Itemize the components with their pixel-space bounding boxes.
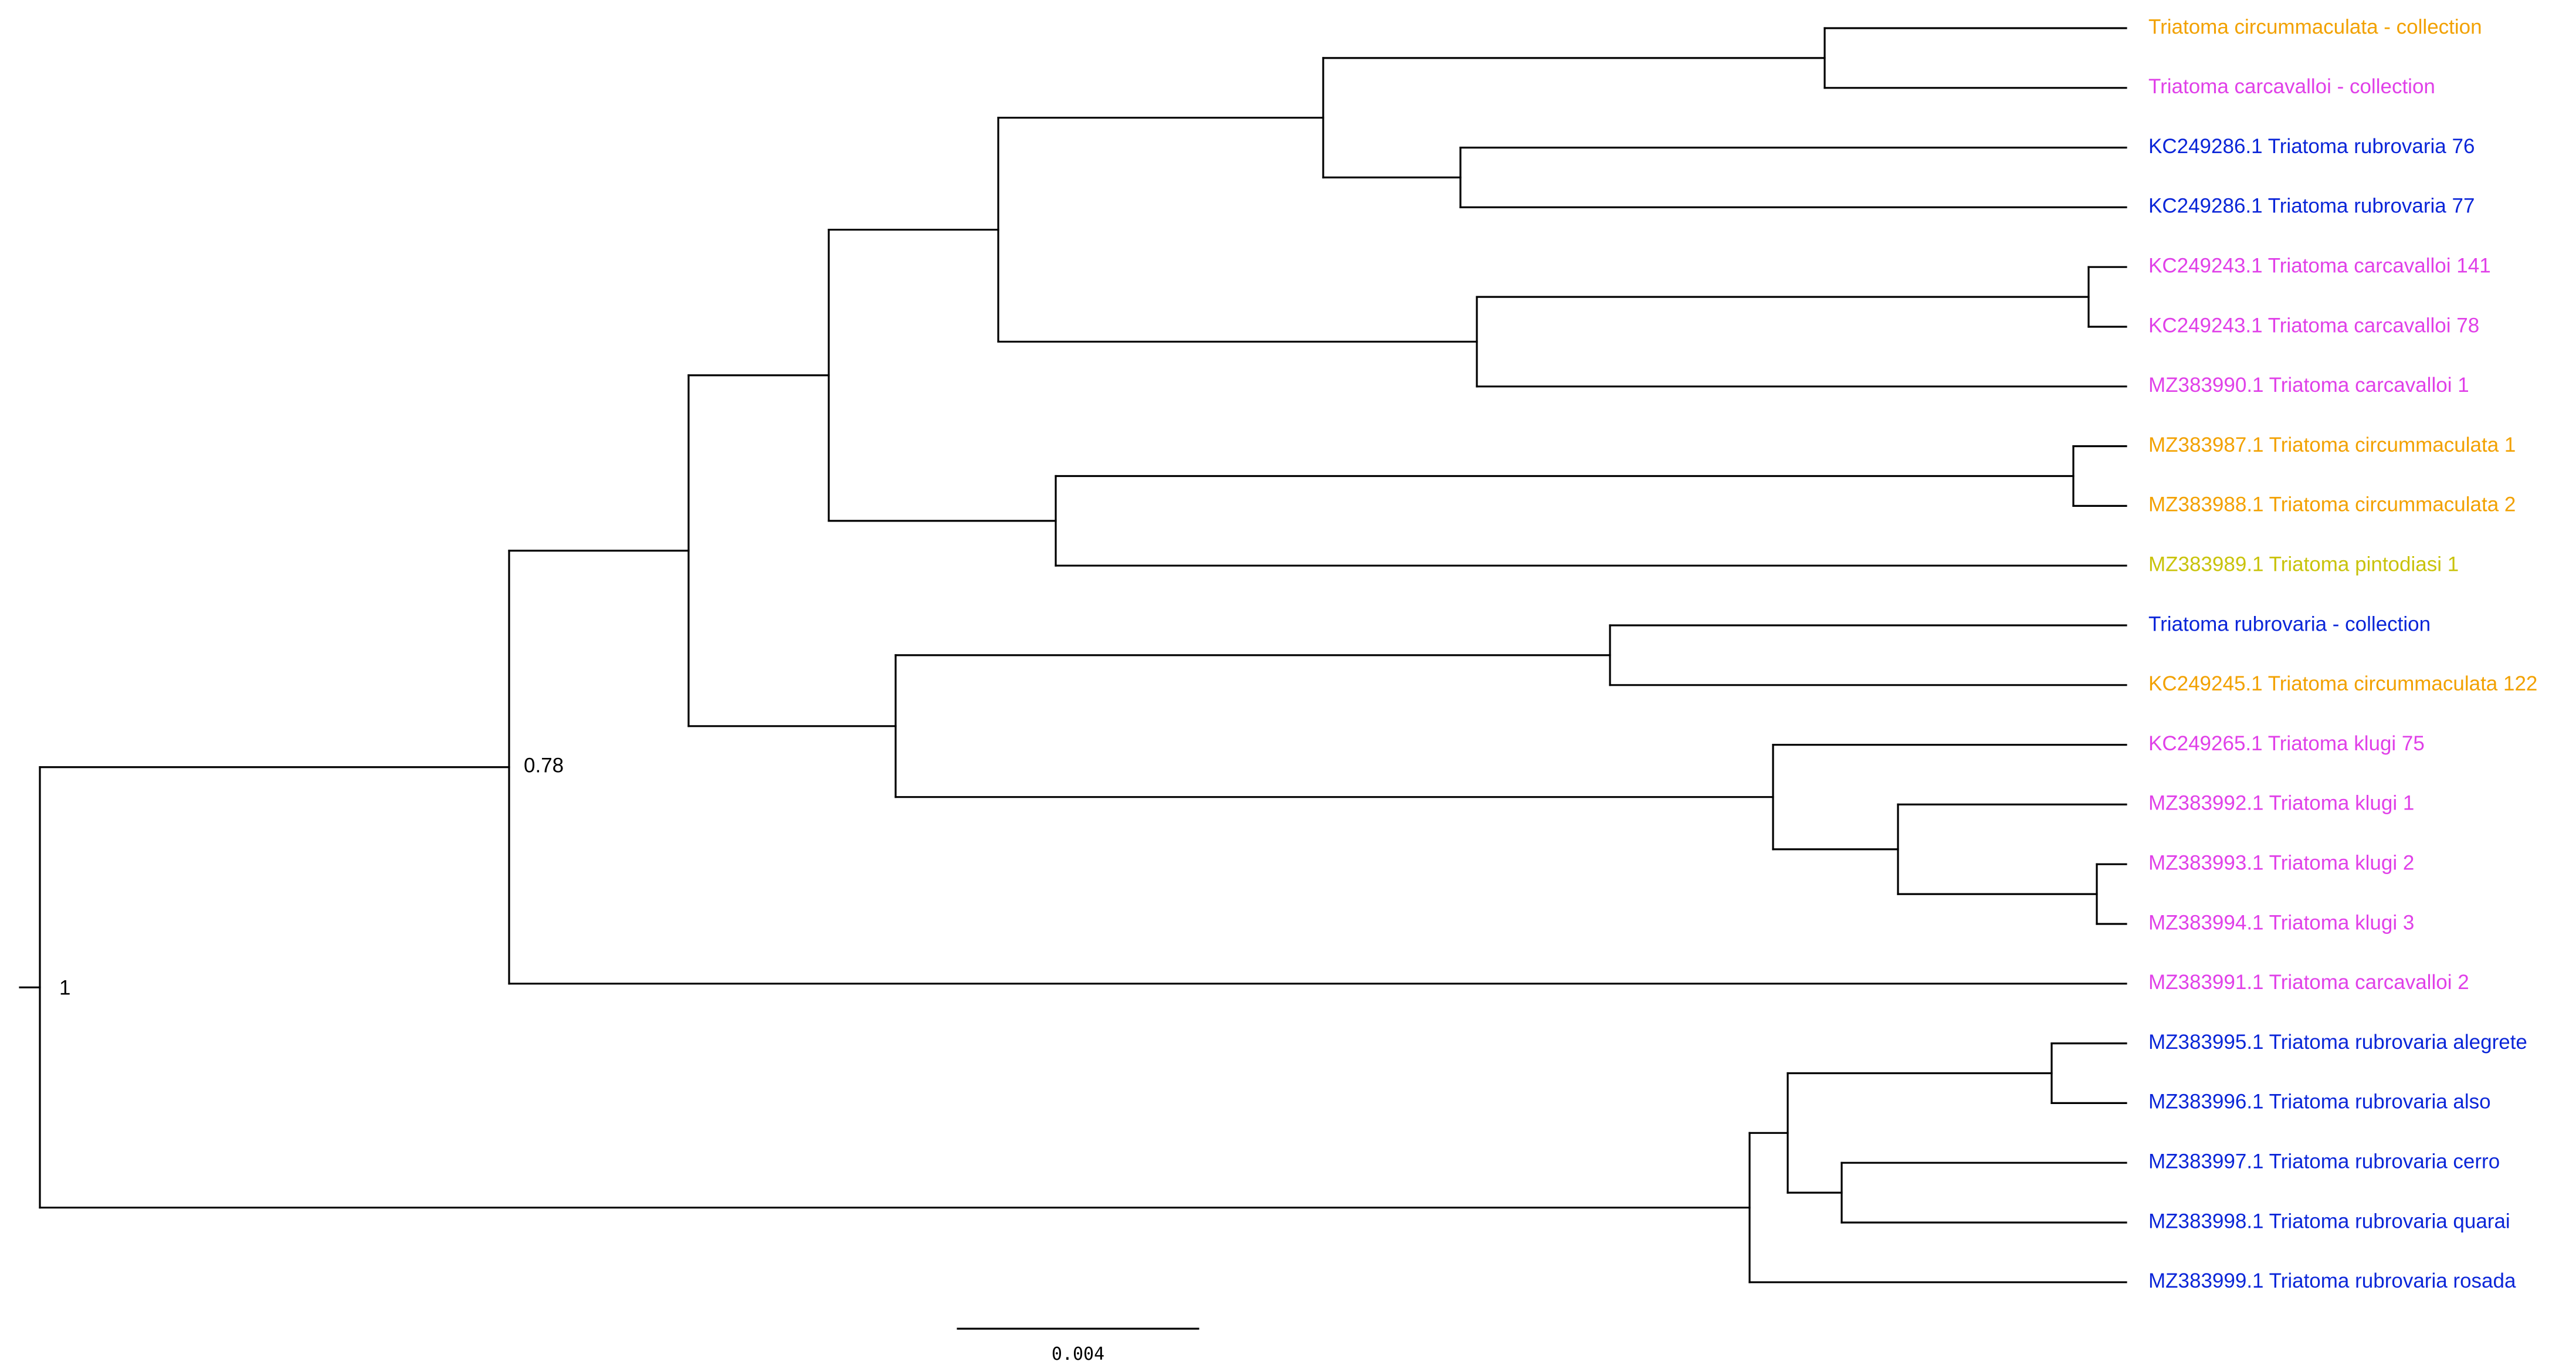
leaf-label: MZ383990.1 Triatoma carcavalloi 1 bbox=[2148, 374, 2469, 397]
leaf-label: MZ383999.1 Triatoma rubrovaria rosada bbox=[2148, 1269, 2516, 1292]
root-support-value: 1 bbox=[59, 976, 70, 999]
leaf-label: MZ383987.1 Triatoma circummaculata 1 bbox=[2148, 434, 2516, 456]
leaf-label: Triatoma carcavalloi - collection bbox=[2148, 75, 2435, 98]
leaf-label: MZ383988.1 Triatoma circummaculata 2 bbox=[2148, 493, 2516, 516]
leaf-label: Triatoma rubrovaria - collection bbox=[2148, 612, 2431, 635]
tree-branches bbox=[19, 27, 2127, 1284]
leaf-label: KC249265.1 Triatoma klugi 75 bbox=[2148, 732, 2425, 755]
leaf-label: KC249286.1 Triatoma rubrovaria 77 bbox=[2148, 195, 2475, 218]
scale-bar-label: 0.004 bbox=[1052, 1344, 1104, 1364]
leaf-label: MZ383997.1 Triatoma rubrovaria cerro bbox=[2148, 1150, 2500, 1173]
leaf-label: MZ383996.1 Triatoma rubrovaria also bbox=[2148, 1091, 2491, 1113]
leaf-label: MZ383991.1 Triatoma carcavalloi 2 bbox=[2148, 971, 2469, 994]
leaf-label: KC249243.1 Triatoma carcavalloi 141 bbox=[2148, 254, 2491, 277]
leaf-label: KC249245.1 Triatoma circummaculata 122 bbox=[2148, 672, 2537, 695]
leaf-label: Triatoma circummaculata - collection bbox=[2148, 15, 2482, 38]
leaf-label: MZ383998.1 Triatoma rubrovaria quarai bbox=[2148, 1210, 2510, 1232]
leaf-label: MZ383994.1 Triatoma klugi 3 bbox=[2148, 911, 2414, 934]
leaf-label: KC249243.1 Triatoma carcavalloi 78 bbox=[2148, 314, 2479, 337]
leaf-label: MZ383995.1 Triatoma rubrovaria alegrete bbox=[2148, 1031, 2527, 1054]
leaf-labels: Triatoma circummaculata - collection Tria… bbox=[2148, 15, 2537, 1292]
leaf-label: MZ383993.1 Triatoma klugi 2 bbox=[2148, 851, 2414, 874]
leaf-label: MZ383989.1 Triatoma pintodiasi 1 bbox=[2148, 553, 2459, 575]
leaf-label: MZ383992.1 Triatoma klugi 1 bbox=[2148, 792, 2414, 815]
ingroup-support-value: 0.78 bbox=[524, 754, 564, 777]
scale-bar: 0.004 bbox=[957, 1328, 1199, 1364]
leaf-label: KC249286.1 Triatoma rubrovaria 76 bbox=[2148, 135, 2475, 158]
